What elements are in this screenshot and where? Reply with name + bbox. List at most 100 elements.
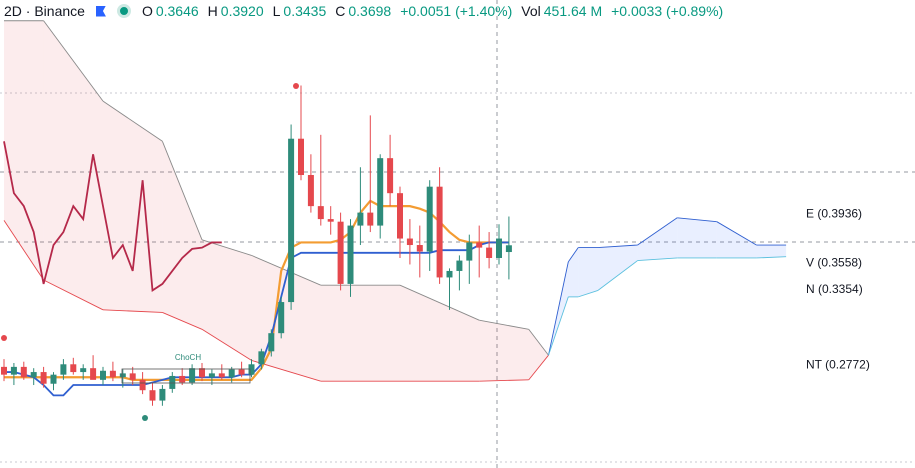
candle-body xyxy=(387,158,394,194)
cloud-span-b xyxy=(43,20,104,102)
candle-body xyxy=(90,368,97,380)
candle-body xyxy=(456,260,463,271)
c-value: 0.3698 xyxy=(348,3,392,19)
cloud-fill xyxy=(320,285,400,382)
cloud-span-a xyxy=(597,244,638,249)
legend-header: 2D · Binance O 0.3646 H 0.3920 L 0.3435 C 0.… xyxy=(4,3,729,19)
cloud-fill xyxy=(677,217,717,258)
candle-body xyxy=(189,368,196,383)
candle-body xyxy=(357,212,364,226)
cloud-fill xyxy=(528,329,549,380)
cloud-span-b xyxy=(528,329,549,356)
candle-body xyxy=(327,219,334,222)
cloud-fill xyxy=(4,20,44,281)
cloud-fill xyxy=(43,20,103,310)
choch-label: ChoCH xyxy=(175,353,201,362)
cloud-span-a xyxy=(567,247,579,263)
level-label: NT (0.2772) xyxy=(806,357,870,371)
candle-body xyxy=(50,374,57,384)
h-value: 0.3920 xyxy=(220,3,264,19)
candle-body xyxy=(258,351,265,365)
candle-body xyxy=(317,206,324,220)
cloud-span-b xyxy=(578,289,599,298)
candle-body xyxy=(139,379,146,391)
o-value: 0.3646 xyxy=(155,3,199,19)
candle-body xyxy=(298,138,304,176)
cloud-fill xyxy=(103,101,163,313)
cloud-span-a xyxy=(479,379,529,382)
o-label: O xyxy=(141,3,153,19)
candle-body xyxy=(60,364,67,375)
signal-dot xyxy=(293,83,299,89)
candle-body xyxy=(119,373,126,378)
candle-body xyxy=(377,158,384,226)
cloud-fill xyxy=(162,141,202,330)
vol-label: Vol xyxy=(521,3,541,19)
cloud-span-b xyxy=(597,260,638,291)
candles xyxy=(1,85,512,406)
cloud-fill xyxy=(479,320,529,382)
candle-body xyxy=(436,186,443,278)
cloud-span-a xyxy=(3,220,44,281)
candle-body xyxy=(505,245,512,253)
cloud-fill xyxy=(637,217,678,261)
candle-body xyxy=(208,373,215,378)
cloud-span-b xyxy=(399,284,480,321)
cloud-span-b xyxy=(756,256,787,259)
cloud-span-a xyxy=(548,261,569,356)
cloud-span-a xyxy=(528,354,549,381)
candle-body xyxy=(100,370,106,380)
candle-body xyxy=(129,373,136,380)
indicator-line xyxy=(4,199,509,381)
symbol: 2D · Binance xyxy=(4,3,85,19)
l-value: 0.3435 xyxy=(283,3,327,19)
indicator-line xyxy=(4,241,509,397)
candle-body xyxy=(446,270,453,278)
candle-body xyxy=(278,302,285,334)
candle-body xyxy=(486,247,493,258)
candle-body xyxy=(228,369,235,378)
cloud-span-a xyxy=(677,217,717,223)
candle-body xyxy=(426,186,433,252)
cloud-span-a xyxy=(102,309,163,313)
level-label: V (0.3558) xyxy=(806,256,862,270)
signal-dot xyxy=(1,335,7,341)
candle-body xyxy=(238,369,245,375)
candle-body xyxy=(70,364,77,373)
flag-icon xyxy=(95,5,106,17)
candle-body xyxy=(416,245,423,252)
candle-body xyxy=(199,368,205,378)
vol-value: 451.64 M xyxy=(543,3,603,19)
cloud-span-b xyxy=(637,257,678,262)
cloud-fill xyxy=(756,245,787,258)
candle-body xyxy=(367,212,374,226)
candle-body xyxy=(268,333,275,352)
cloud-span-a xyxy=(637,217,678,246)
cloud-fill xyxy=(400,285,480,382)
lines xyxy=(3,141,509,397)
level-label: E (0.3936) xyxy=(806,207,862,221)
vol-change: +0.0033 (+0.89%) xyxy=(611,3,724,19)
cloud-fill xyxy=(716,221,757,258)
candle-body xyxy=(496,238,502,258)
candle-body xyxy=(109,370,116,378)
candle-body xyxy=(159,388,166,401)
candle-body xyxy=(397,193,403,239)
candle-body xyxy=(288,138,295,303)
choch-box xyxy=(121,368,251,384)
candle-body xyxy=(169,375,176,389)
cloud-span-b xyxy=(251,254,321,286)
cloud-span-b xyxy=(548,296,569,356)
candle-body xyxy=(406,238,413,246)
cloud-span-a xyxy=(162,312,203,330)
cloud-fill xyxy=(568,247,579,297)
candle-body xyxy=(40,372,47,384)
h-label: H xyxy=(207,3,218,19)
candle-body xyxy=(466,242,473,261)
cloud-fill xyxy=(578,247,598,297)
indicator-line xyxy=(3,141,222,292)
candle-body xyxy=(476,242,483,248)
candle-body xyxy=(218,373,225,378)
